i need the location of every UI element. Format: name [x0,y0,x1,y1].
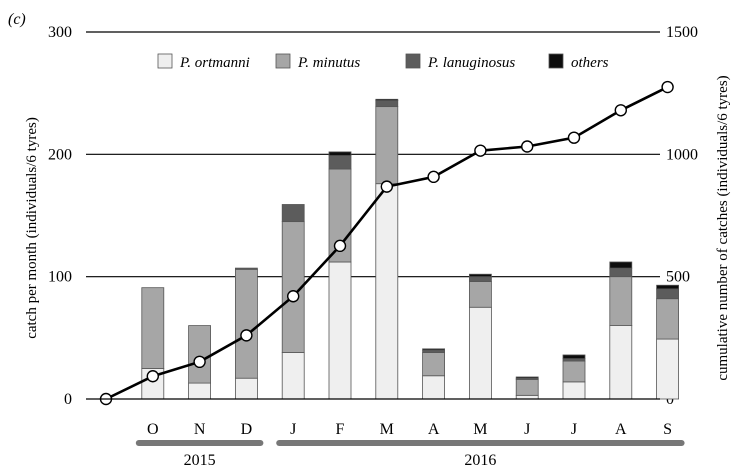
x-tick-label: A [615,421,627,438]
bar-segment-0 [328,261,352,400]
bar-segment-3 [468,273,492,278]
gridlines [86,31,660,278]
bar-segment-0 [422,375,446,400]
x-tick-label: O [147,421,159,438]
bar-segment-0 [468,306,492,400]
bar-segment-1 [188,325,212,384]
bar-segment-0 [656,338,679,400]
x-tick-label: A [428,421,440,438]
legend-swatch [275,53,291,69]
x-tick-label: M [473,421,487,438]
legend-swatch [157,53,173,69]
x-tick-label: D [241,421,253,438]
panel-label: (c) [8,11,26,28]
bar-segment-2 [609,267,633,278]
right-axis: 0 500 1000 1500 [666,24,698,408]
y-tick-label-right: 1000 [666,146,698,163]
y-tick-label-left: 300 [48,24,72,41]
bar-segment-2 [281,204,305,223]
bar-segment-3 [375,98,399,101]
bar-segment-1 [234,268,258,379]
cumulative-point [567,131,581,144]
bar-segment-0 [375,183,399,400]
cumulative-point [240,329,253,342]
bar-segment-1 [422,352,446,377]
cumulative-point [333,239,347,253]
bar-segment-2 [375,100,399,108]
bar-segment-1 [515,379,539,396]
legend: P. ortmanni P. minutus P. lanuginosus other… [157,53,609,71]
bar-segment-2 [234,267,258,270]
cumulative-point [614,104,627,117]
bar-segment-3 [656,284,679,290]
bar-segment-0 [281,352,305,400]
bar-segment-2 [468,276,492,282]
y-tick-label-right: 1500 [666,24,698,41]
bar-segment-2 [328,155,352,170]
bar-segment-3 [515,376,539,379]
bar-segment-3 [328,151,352,156]
y-tick-label-left: 100 [48,269,72,286]
bar-segment-1 [609,276,633,326]
cumulative-point [521,140,534,153]
legend-label: P. ortmanni [179,55,250,71]
bar-segment-0 [562,381,586,400]
x-tick-label: M [380,421,394,438]
x-tick-label: N [194,421,206,438]
bars [141,98,679,400]
x-tick-label: J [571,421,577,438]
y-tick-label-right: 0 [666,391,674,408]
cumulative-point [661,80,674,94]
bar-segment-0 [609,325,633,400]
bar-segment-3 [609,261,633,269]
y-axis-title-left: catch per month (individuals/6 tyres) [24,117,40,339]
bar-segment-2 [656,288,679,300]
x-tick-label: S [663,421,672,438]
year-groups: 2015 2016 [135,440,685,469]
cumulative-point [193,355,206,369]
bar-segment-1 [141,287,165,369]
cumulative-point [427,170,440,184]
legend-swatch [405,53,421,69]
y-tick-label-right: 500 [666,269,690,286]
x-tick-label: J [524,421,530,438]
cumulative-point [474,144,487,157]
bar-segment-3 [562,354,586,360]
year-group-label: 2016 [464,452,496,469]
year-group-label: 2015 [184,452,216,469]
cumulative-line [99,80,674,406]
legend-label: P. minutus [297,55,360,71]
bar-segment-1 [656,298,679,340]
bar-segment-3 [422,348,446,351]
legend-label: others [571,55,609,71]
bar-segment-0 [188,382,212,400]
y-tick-label-left: 200 [48,146,72,163]
y-tick-label-left: 0 [64,391,72,408]
legend-swatch [548,53,564,69]
cumulative-point [380,180,393,193]
cumulative-point [287,290,300,303]
cumulative-point [146,370,160,383]
legend-label: P. lanuginosus [427,55,515,71]
bar-segment-1 [562,360,586,383]
x-tick-label: F [336,421,345,438]
bar-segment-0 [234,377,258,400]
bar-segment-1 [375,106,399,185]
bar-segment-1 [468,281,492,308]
x-tick-label: J [290,421,296,438]
y-axis-title-right: cumulative number of catches (individual… [715,75,731,380]
left-axis: 0 100 200 300 [48,24,72,408]
